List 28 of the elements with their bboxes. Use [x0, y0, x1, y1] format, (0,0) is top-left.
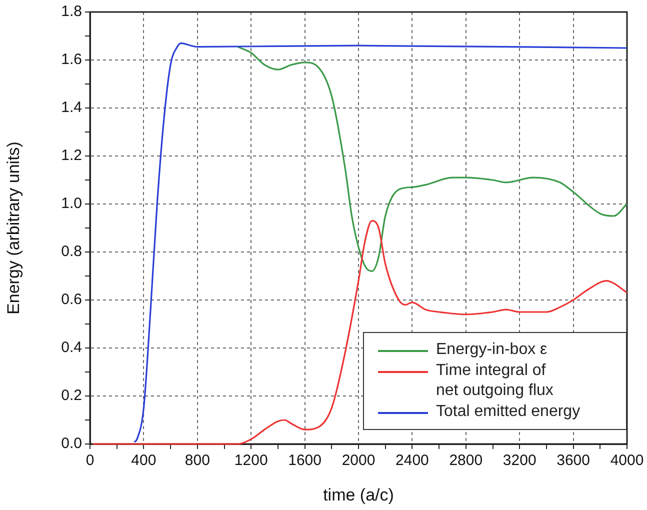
line-series: [134, 42, 628, 443]
x-tick-label: 800: [184, 452, 210, 470]
x-tick-label: 400: [131, 452, 156, 470]
x-tick-label: 2800: [449, 452, 483, 470]
y-tick-label: 0.4: [61, 339, 82, 356]
x-tick-label: 1200: [234, 452, 268, 470]
legend-label: Energy-in-box ε: [436, 340, 548, 360]
y-tick-label: 0.2: [61, 387, 82, 404]
x-axis-title: time (a/c): [323, 485, 394, 504]
y-tick-label: 1.6: [61, 51, 82, 68]
y-axis-title: Energy (arbitrary units): [4, 142, 23, 314]
y-tick-label: 1.8: [61, 3, 82, 20]
x-tick-label: 4000: [610, 452, 644, 470]
y-tick-label: 1.0: [61, 195, 82, 212]
y-tick-label: 1.4: [61, 99, 82, 116]
line-series: [236, 46, 628, 272]
y-tick-label: 0.6: [61, 291, 82, 308]
x-tick-label: 1600: [288, 452, 322, 470]
x-tick-label: 3600: [556, 452, 590, 470]
x-tick-label: 3200: [502, 452, 536, 470]
y-tick-label: 0.8: [61, 243, 82, 260]
x-tick-label: 2000: [342, 452, 376, 470]
y-tick-label: 1.2: [61, 147, 82, 164]
legend-label: Total emitted energy: [436, 402, 580, 422]
x-tick-label: 2400: [396, 452, 429, 470]
x-tick-label: 0: [86, 452, 94, 470]
legend-label: Time integral of net outgoing flux: [436, 361, 554, 401]
text: 0.0: [61, 435, 82, 452]
